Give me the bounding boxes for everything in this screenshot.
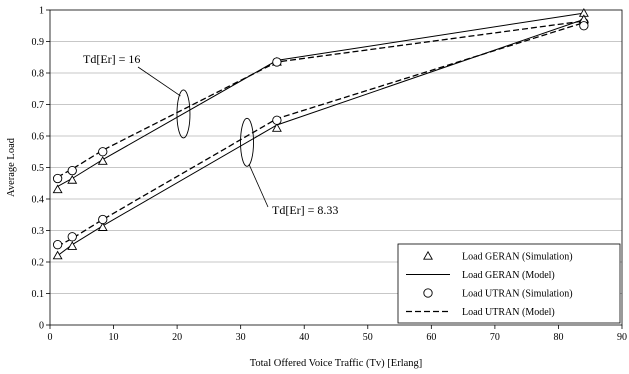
series-dashed-td16 [57, 20, 584, 178]
data-point-triangle [97, 222, 108, 231]
data-point-triangle [52, 250, 63, 260]
y-tick-label: 0.8 [32, 69, 45, 80]
x-tick-label: 80 [553, 332, 563, 343]
y-tick-label: 0 [39, 321, 44, 332]
annotation-ellipse [240, 117, 254, 167]
x-tick-label: 50 [363, 332, 373, 343]
x-tick-label: 10 [109, 332, 119, 343]
y-tick-label: 0.1 [32, 289, 45, 300]
legend-item: Load UTRAN (Simulation) [423, 288, 573, 300]
data-point-circle [98, 214, 108, 225]
series-dashed-td833 [57, 21, 585, 247]
data-point-circle [272, 57, 282, 67]
data-point-circle [98, 147, 108, 157]
y-tick-label: 0.4 [32, 195, 45, 206]
legend-label: Load GERAN (Model) [462, 270, 555, 281]
series-circle-marker-td833 [52, 21, 589, 250]
series-line [57, 20, 584, 178]
legend-box [397, 243, 621, 324]
series-triangle-marker-td16 [52, 8, 589, 194]
x-axis-label: Total Offered Voice Traffic (Tv) [Erlang… [250, 358, 423, 369]
data-point-circle [52, 173, 63, 184]
series-triangle-marker-td833 [52, 14, 589, 260]
x-tick-label: 90 [617, 332, 627, 343]
annotation-td16: Td[Er] = 16 [83, 52, 140, 66]
y-tick-label: 1 [39, 6, 44, 17]
x-axis: 0 10 20 30 40 50 60 70 80 90 [48, 325, 627, 343]
legend-circle-icon [423, 288, 433, 298]
series-layer [52, 8, 589, 260]
data-point-triangle [52, 184, 63, 194]
data-point-circle [67, 165, 77, 176]
y-tick-label: 0.3 [32, 226, 45, 237]
annotation-leader [248, 164, 269, 208]
y-tick-label: 0.2 [32, 258, 45, 269]
data-point-circle [67, 232, 77, 242]
series-line [57, 21, 585, 247]
x-tick-label: 0 [48, 332, 53, 343]
data-point-circle [272, 115, 282, 125]
x-tick-label: 60 [426, 332, 436, 343]
y-tick-label: 0.5 [32, 163, 45, 174]
x-tick-label: 20 [172, 332, 182, 343]
annotation-leader [137, 66, 181, 97]
legend-item: Load GERAN (Simulation) [423, 250, 573, 263]
y-axis: 0 0.1 0.2 0.3 0.4 0.5 0.6 0.7 0.8 0.9 1 [32, 6, 50, 332]
data-point-triangle [97, 156, 108, 165]
x-tick-label: 30 [236, 332, 246, 343]
x-tick-label: 70 [490, 332, 500, 343]
data-point-circle [579, 21, 589, 31]
legend-triangle-icon [423, 250, 433, 260]
legend-label: Load GERAN (Simulation) [462, 252, 573, 263]
annotation-ellipses [137, 66, 269, 208]
y-tick-label: 0.9 [32, 37, 45, 48]
data-point-circle [52, 240, 63, 250]
series-line [57, 12, 584, 187]
annotation-td833: Td[Er] = 8.33 [272, 203, 338, 217]
data-point-triangle [271, 123, 282, 132]
annotation-ellipse [176, 89, 191, 139]
y-tick-label: 0.6 [32, 132, 45, 143]
data-point-triangle [67, 174, 78, 184]
legend-item: Load UTRAN (Model) [406, 307, 555, 318]
legend-item: Load GERAN (Model) [406, 270, 555, 281]
legend-label: Load UTRAN (Simulation) [462, 289, 573, 300]
x-tick-label: 40 [299, 332, 309, 343]
grid [50, 41, 622, 294]
y-tick-label: 0.7 [32, 100, 45, 111]
legend: Load GERAN (Simulation) Load GERAN (Model… [397, 243, 621, 324]
y-axis-label: Average Load [6, 137, 17, 197]
legend-label: Load UTRAN (Model) [462, 307, 555, 318]
series-circle-marker-td16 [52, 17, 589, 184]
series-solid-td16 [57, 12, 584, 187]
data-point-triangle [67, 241, 78, 250]
